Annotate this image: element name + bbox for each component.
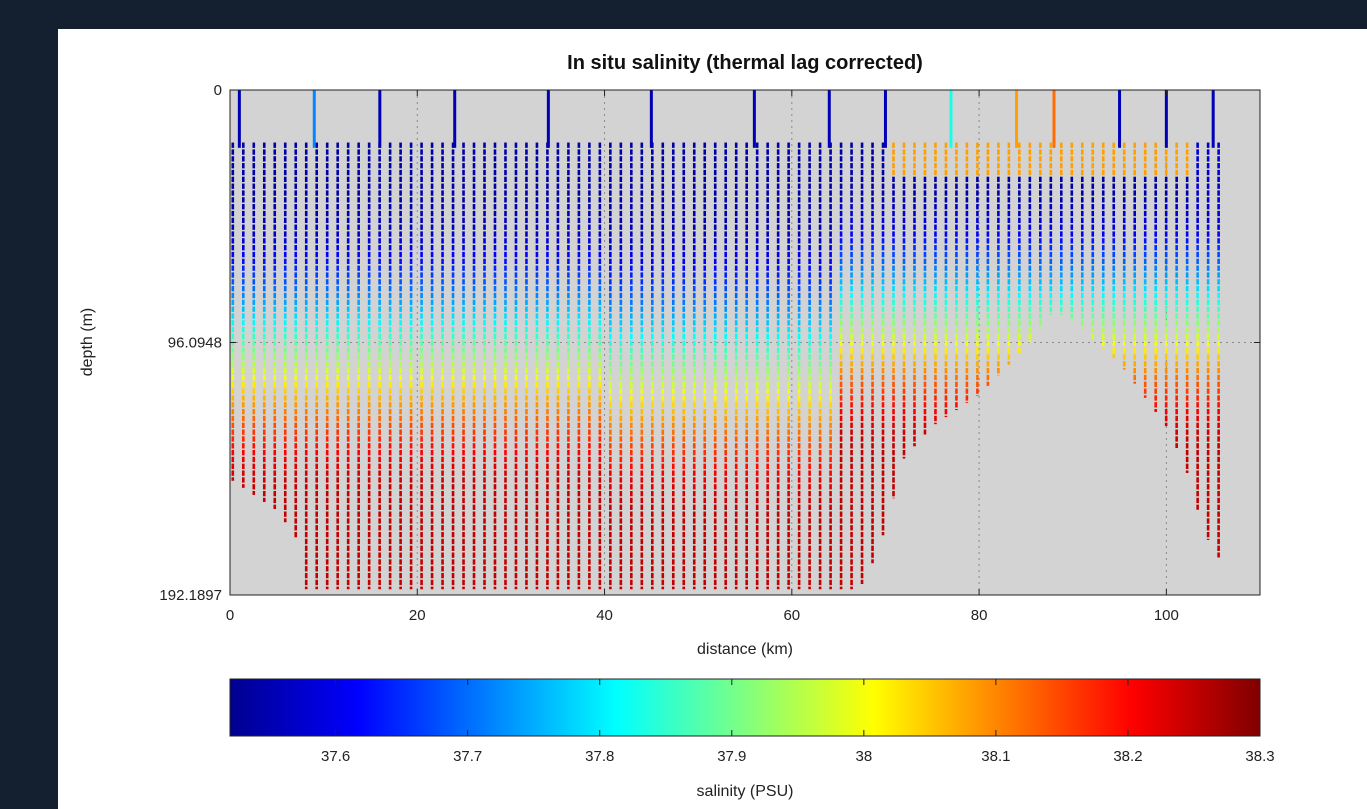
colorbar-tick-label: 37.6 — [321, 748, 350, 765]
x-axis-label: distance (km) — [697, 641, 793, 658]
y-tick-label: 96.0948 — [168, 334, 222, 351]
colorbar — [229, 678, 1261, 737]
colorbar-tick-label: 38 — [856, 748, 873, 765]
y-axis-label: depth (m) — [79, 308, 96, 376]
colorbar-tick-label: 38.2 — [1113, 748, 1142, 765]
x-tick-label: 20 — [409, 607, 426, 624]
salinity-section-figure: In situ salinity (thermal lag corrected)… — [79, 52, 1275, 800]
y-tick-label: 192.1897 — [159, 587, 222, 604]
figure-panel: In situ salinity (thermal lag corrected)… — [58, 29, 1367, 809]
x-tick-label: 100 — [1154, 607, 1179, 624]
plot-background — [230, 90, 1260, 595]
salinity-profiles — [231, 90, 1220, 590]
y-axis-ticks: 0 96.0948 192.1897 — [159, 82, 1260, 604]
x-tick-label: 0 — [226, 607, 234, 624]
x-tick-label: 60 — [783, 607, 800, 624]
colorbar-ticks: 37.6 37.7 37.8 37.9 38 38.1 38.2 38.3 — [321, 679, 1275, 765]
chart-title: In situ salinity (thermal lag corrected) — [567, 52, 923, 74]
colorbar-tick-label: 38.1 — [981, 748, 1010, 765]
x-axis-ticks: 0 20 40 60 80 100 — [226, 90, 1179, 624]
colorbar-label: salinity (PSU) — [697, 783, 794, 800]
colorbar-tick-label: 37.8 — [585, 748, 614, 765]
colorbar-tick-label: 38.3 — [1245, 748, 1274, 765]
colorbar-tick-label: 37.7 — [453, 748, 482, 765]
y-tick-label: 0 — [214, 82, 222, 99]
x-tick-label: 40 — [596, 607, 613, 624]
x-tick-label: 80 — [971, 607, 988, 624]
colorbar-tick-label: 37.9 — [717, 748, 746, 765]
